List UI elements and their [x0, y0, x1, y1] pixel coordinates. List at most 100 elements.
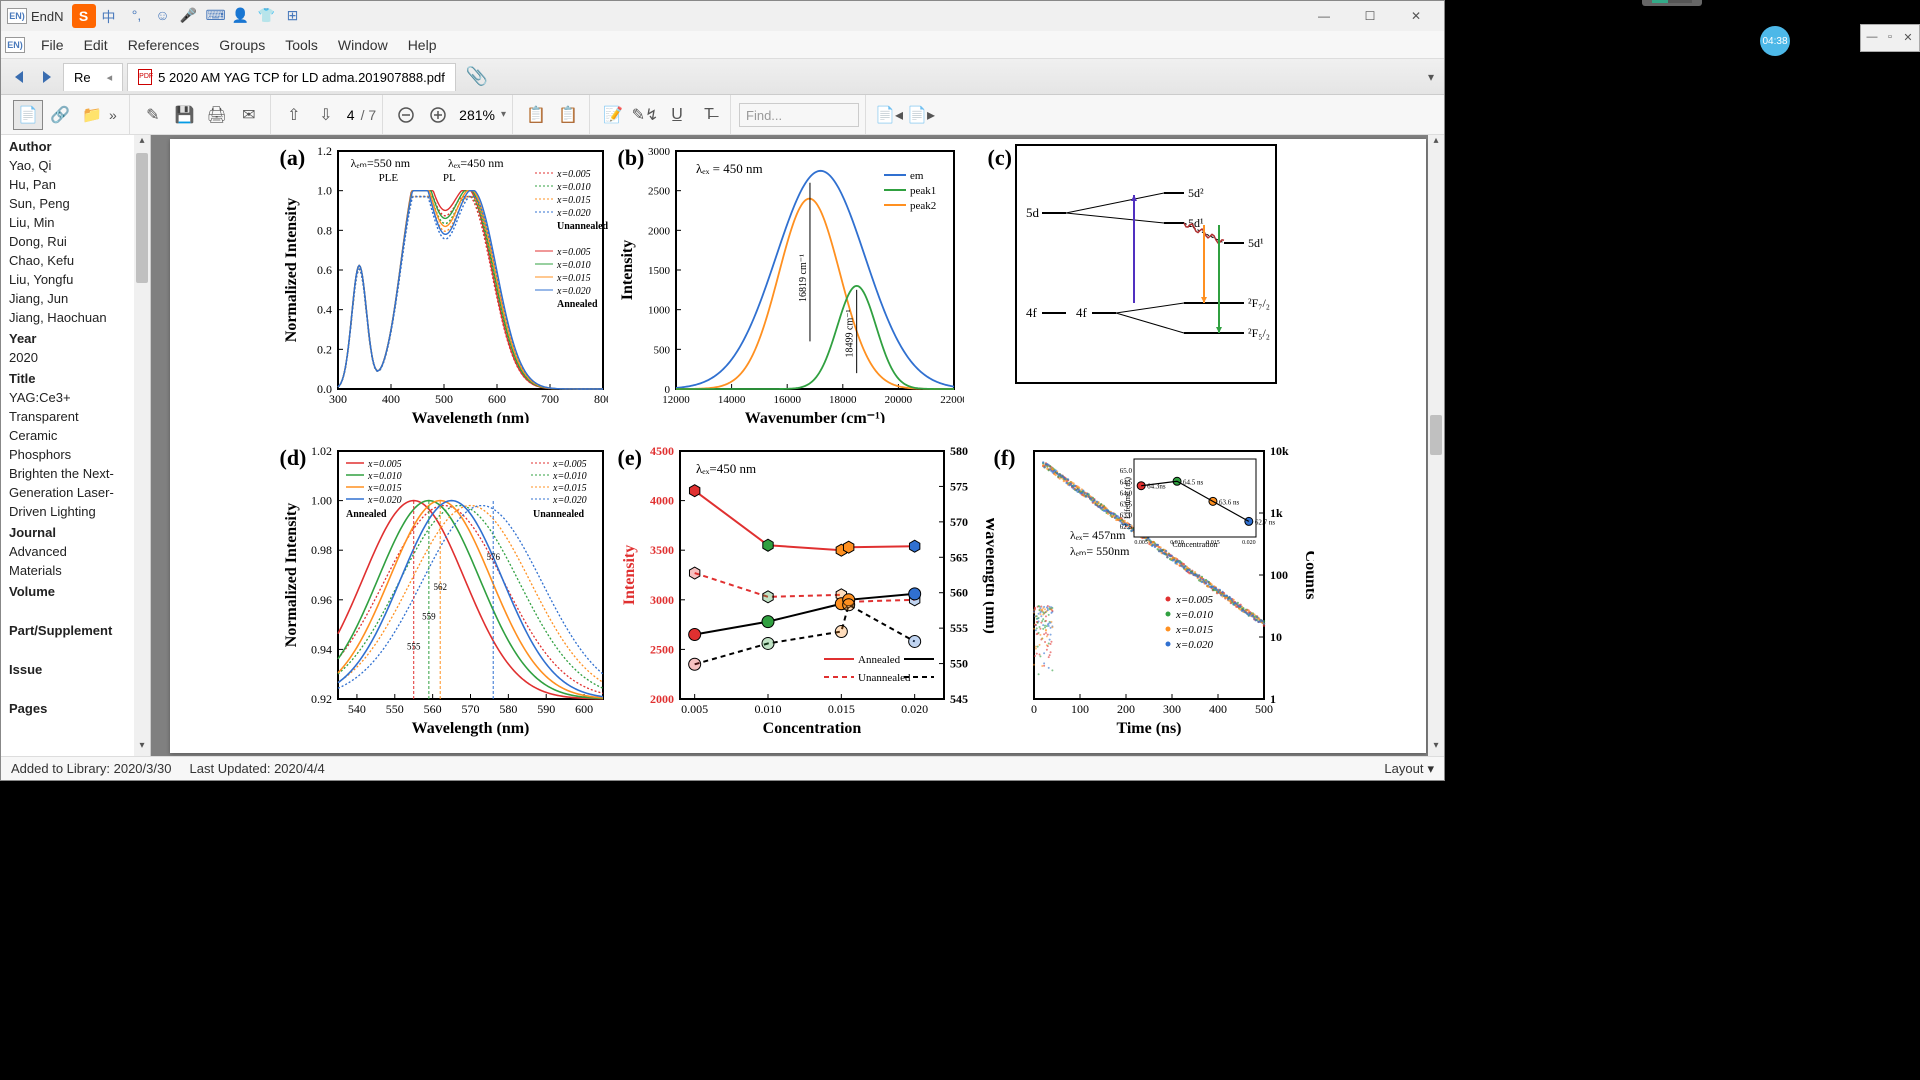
pdf-scroll-thumb[interactable]: [1430, 415, 1442, 455]
sidebar-author-item[interactable]: Liu, Min: [1, 213, 150, 232]
menu-groups[interactable]: Groups: [209, 33, 275, 57]
tab-pdf[interactable]: PDF 5 2020 AM YAG TCP for LD adma.201907…: [127, 63, 456, 91]
sidebar-scroll-thumb[interactable]: [136, 153, 148, 283]
tb-edit-button[interactable]: ✎: [138, 100, 168, 130]
tb-highlight-button[interactable]: ✎↯: [630, 100, 660, 130]
tb-zoom-in-button[interactable]: [423, 100, 453, 130]
tb-zoom-out-button[interactable]: [391, 100, 421, 130]
sidebar-author-item[interactable]: Jiang, Haochuan: [1, 308, 150, 327]
sidebar-author-item[interactable]: Chao, Kefu: [1, 251, 150, 270]
svg-text:3000: 3000: [650, 593, 674, 607]
svg-text:4f: 4f: [1026, 305, 1038, 320]
sidebar-journal-line[interactable]: Advanced: [1, 542, 150, 561]
tab-library[interactable]: Re ◂: [63, 63, 123, 91]
ime-lang-icon[interactable]: 中: [100, 7, 118, 25]
zoom-value[interactable]: 281%: [459, 107, 495, 123]
menu-window[interactable]: Window: [328, 33, 398, 57]
tb-strikeout-button[interactable]: T̶: [694, 100, 724, 130]
panel-c-label: (c): [988, 145, 1012, 171]
tb-next-annotation-button[interactable]: 📄▸: [906, 100, 936, 130]
page-number[interactable]: 4: [347, 107, 355, 123]
find-input[interactable]: Find...: [739, 103, 859, 127]
tb-email-button[interactable]: ✉: [234, 100, 264, 130]
tb-reference-panel-button[interactable]: 📄: [13, 100, 43, 130]
sec-close-icon[interactable]: ✕: [1901, 31, 1915, 45]
sidebar-scroll-down-icon[interactable]: ▾: [134, 740, 150, 756]
svg-text:λₑₓ = 450 nm: λₑₓ = 450 nm: [696, 161, 763, 176]
menu-tools[interactable]: Tools: [275, 33, 328, 57]
zoom-dropdown-icon[interactable]: ▾: [501, 109, 506, 120]
tb-print-button[interactable]: 🖨: [202, 100, 232, 130]
tb-page-down-button[interactable]: ⇩: [311, 100, 341, 130]
svg-text:²F₅/₂: ²F₅/₂: [1248, 326, 1270, 340]
sidebar-scrollbar[interactable]: ▴ ▾: [134, 135, 150, 756]
tb-overflow-icon[interactable]: »: [109, 107, 117, 123]
menu-references[interactable]: References: [118, 33, 210, 57]
sidebar-title-line[interactable]: Driven Lighting: [1, 502, 150, 521]
svg-text:x=0.020: x=0.020: [556, 286, 591, 297]
sidebar-author-item[interactable]: Yao, Qi: [1, 156, 150, 175]
attachment-icon[interactable]: 📎: [466, 66, 488, 87]
tb-save-button[interactable]: 💾: [170, 100, 200, 130]
nav-back-button[interactable]: [5, 63, 33, 91]
tabbar-expand-icon[interactable]: ▾: [1428, 70, 1434, 84]
maximize-button[interactable]: ☐: [1348, 2, 1392, 30]
tb-prev-annotation-button[interactable]: 📄◂: [874, 100, 904, 130]
svg-text:559: 559: [422, 612, 436, 622]
pdf-vertical-scrollbar[interactable]: ▴ ▾: [1428, 135, 1444, 756]
sidebar-scroll-up-icon[interactable]: ▴: [134, 135, 150, 151]
tb-page-up-button[interactable]: ⇧: [279, 100, 309, 130]
sidebar-author-item[interactable]: Dong, Rui: [1, 232, 150, 251]
tb-sticky-note-button[interactable]: 📝: [598, 100, 628, 130]
tab-library-arrow-icon[interactable]: ◂: [107, 71, 113, 84]
sidebar-journal-line[interactable]: Materials: [1, 561, 150, 580]
sidebar-title-line[interactable]: Ceramic: [1, 426, 150, 445]
tb-folder-button[interactable]: 📁: [77, 100, 107, 130]
sidebar-title-line[interactable]: Brighten the Next-: [1, 464, 150, 483]
svg-text:Time (ns): Time (ns): [1116, 720, 1181, 737]
pdf-viewer[interactable]: (a) 3004005006007008000.00.20.40.60.81.0…: [151, 135, 1444, 756]
svg-text:Counts: Counts: [1302, 551, 1314, 600]
svg-text:600: 600: [575, 702, 593, 716]
ime-voice-icon[interactable]: 🎤: [180, 7, 198, 25]
svg-text:0.8: 0.8: [317, 223, 332, 237]
sidebar-title-line[interactable]: Generation Laser-: [1, 483, 150, 502]
sogou-ime-icon[interactable]: S: [72, 4, 96, 28]
sidebar-author-item[interactable]: Hu, Pan: [1, 175, 150, 194]
menu-help[interactable]: Help: [398, 33, 447, 57]
svg-text:10k: 10k: [1270, 444, 1289, 458]
ime-user-icon[interactable]: 👤: [232, 7, 250, 25]
svg-text:0.015: 0.015: [827, 702, 854, 716]
sidebar-title-line[interactable]: Transparent: [1, 407, 150, 426]
tb-underline-button[interactable]: U̲: [662, 100, 692, 130]
svg-text:peak1: peak1: [910, 185, 936, 197]
time-badge: 04:38: [1760, 26, 1790, 56]
close-button[interactable]: ✕: [1394, 2, 1438, 30]
tb-copy-button[interactable]: 📋: [521, 100, 551, 130]
ime-emoji-icon[interactable]: ☺: [154, 7, 172, 25]
sidebar-author-item[interactable]: Sun, Peng: [1, 194, 150, 213]
svg-text:x=0.015: x=0.015: [556, 195, 591, 206]
layout-button[interactable]: Layout ▾: [1384, 761, 1434, 777]
ime-skin-icon[interactable]: 👕: [258, 7, 276, 25]
sec-min-icon[interactable]: —: [1865, 31, 1879, 45]
pdf-scroll-down-icon[interactable]: ▾: [1428, 740, 1444, 756]
minimize-button[interactable]: —: [1302, 2, 1346, 30]
sidebar-year-value[interactable]: 2020: [1, 348, 150, 367]
svg-text:λₑₘ= 550nm: λₑₘ= 550nm: [1070, 544, 1130, 558]
sidebar-author-item[interactable]: Liu, Yongfu: [1, 270, 150, 289]
svg-text:x=0.005: x=0.005: [556, 247, 591, 258]
ime-punct-icon[interactable]: °,: [128, 7, 146, 25]
sidebar-title-line[interactable]: Phosphors: [1, 445, 150, 464]
tb-paste-button[interactable]: 📋: [553, 100, 583, 130]
nav-forward-button[interactable]: [33, 63, 61, 91]
sidebar-title-line[interactable]: YAG:Ce3+: [1, 388, 150, 407]
sidebar-author-item[interactable]: Jiang, Jun: [1, 289, 150, 308]
ime-keyboard-icon[interactable]: ⌨: [206, 7, 224, 25]
menu-edit[interactable]: Edit: [74, 33, 118, 57]
menu-file[interactable]: File: [31, 33, 74, 57]
ime-toolbox-icon[interactable]: ⊞: [284, 7, 302, 25]
sec-max-icon[interactable]: ▫: [1883, 31, 1897, 45]
pdf-scroll-up-icon[interactable]: ▴: [1428, 135, 1444, 151]
tb-link-panel-button[interactable]: 🔗: [45, 100, 75, 130]
